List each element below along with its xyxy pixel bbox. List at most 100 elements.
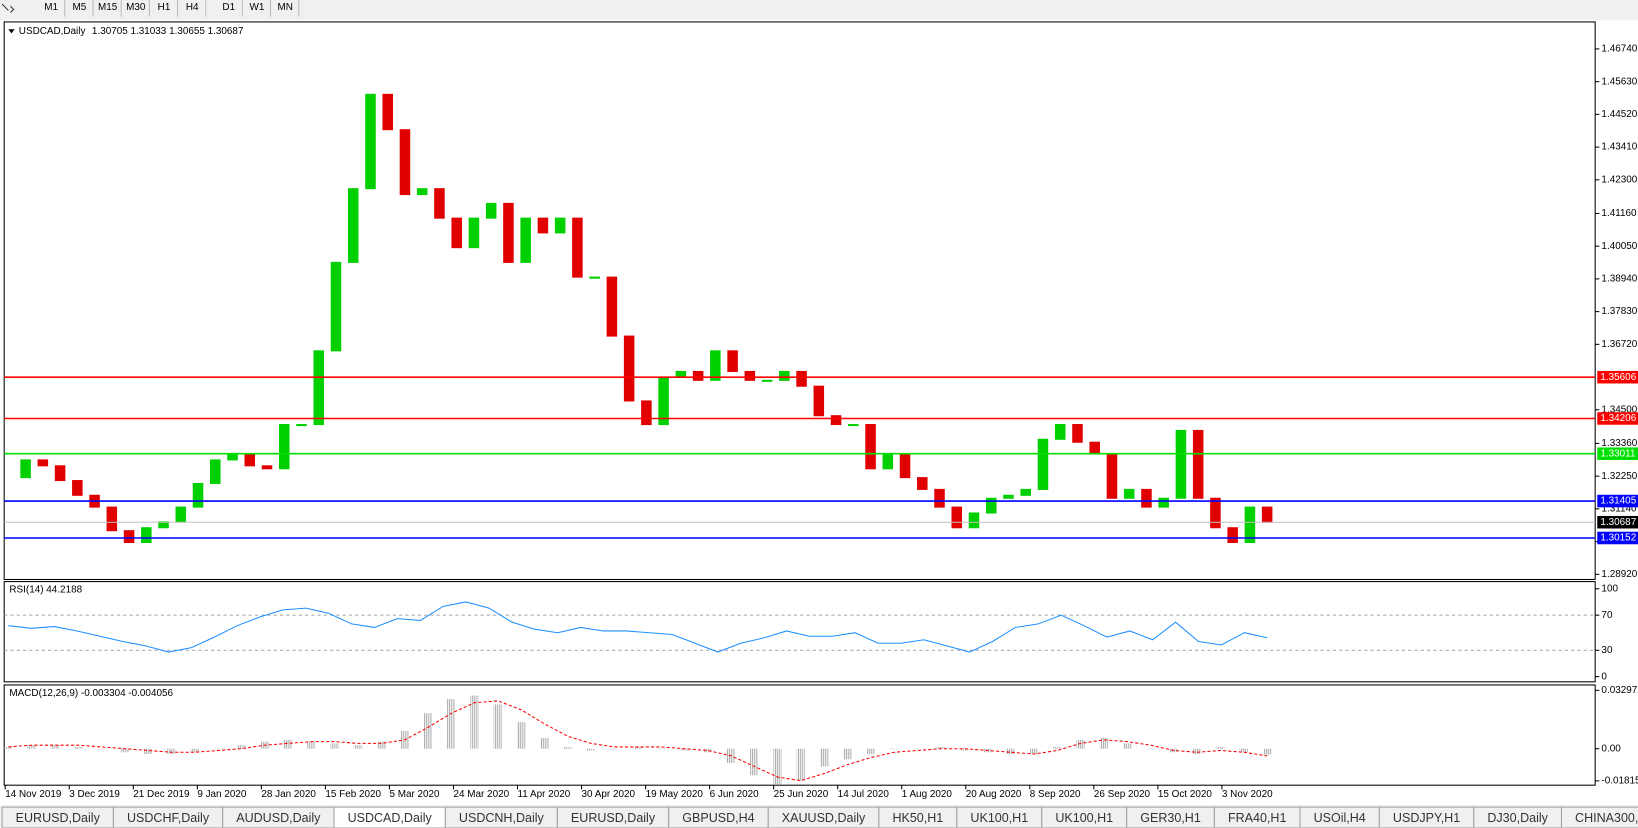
timeframe-button[interactable]: W1 [250,2,265,13]
candle-body [779,370,790,381]
y-tick-label: -0.01815 [1601,775,1638,786]
candle-body [1244,506,1256,544]
timeframe-button[interactable]: M30 [126,2,146,13]
macd-bar [517,722,526,749]
y-tick-label: 1.36720 [1601,339,1637,350]
x-tick-label: 21 Dec 2019 [133,789,190,800]
symbol-tab-label[interactable]: USOil,H4 [1314,811,1366,825]
y-tick-label: 1.32250 [1601,471,1637,482]
x-tick-label: 14 Jul 2020 [838,789,890,800]
y-tick-label: 1.43410 [1601,142,1637,153]
macd-bar [843,748,852,760]
timeframe-button[interactable]: MN [277,2,292,13]
candle-body [710,350,721,381]
symbol-tab-label[interactable]: USDJPY,H1 [1393,811,1460,825]
y-tick-label: 1.38940 [1601,274,1637,285]
symbol-tab-label[interactable]: EURUSD,Daily [16,811,101,825]
y-tick-label: 70 [1601,610,1613,621]
candle-body [330,261,342,352]
x-tick-label: 11 Apr 2020 [518,789,571,800]
timeframe-button[interactable]: H1 [158,2,171,13]
macd-bar [540,738,549,749]
x-tick-label: 5 Mar 2020 [389,789,440,800]
last-price-box [1597,515,1638,529]
candle-body [347,188,359,263]
candle-body [278,424,290,470]
macd-bar [50,745,60,749]
candle-body [985,497,997,514]
toolbar [0,0,1638,20]
macd-bar [213,748,223,750]
macd-bar [353,745,363,749]
level-label-box [1597,494,1638,508]
y-tick-label: 1.33360 [1601,438,1637,449]
y-tick-label: 1.44520 [1601,109,1637,120]
candle-body [451,217,462,249]
x-tick-label: 15 Feb 2020 [325,789,381,800]
symbol-tab-label[interactable]: USDCAD,Daily [348,811,433,825]
symbol-tab-label[interactable]: AUDUSD,Daily [236,811,321,825]
candle-body [1158,497,1169,508]
candle-body [796,370,807,387]
x-tick-label: 19 May 2020 [646,789,704,800]
candle-body [1003,494,1014,499]
macd-bar [97,748,106,750]
symbol-tab-label[interactable]: CHINA300,H1 [1575,811,1638,825]
y-tick-label: 0 [1601,671,1607,682]
last-price-label: 1.30687 [1600,517,1636,528]
macd-bar [773,748,782,785]
collapse-icon[interactable] [8,29,15,34]
candle-body [848,424,859,427]
candle-body [692,370,704,381]
macd-title: MACD(12,26,9) -0.003304 -0.004056 [9,688,173,699]
macd-bar [423,713,433,749]
symbol-tab-label[interactable]: USDCNH,Daily [459,811,545,825]
macd-bar [959,748,969,751]
candle-body [830,415,842,426]
macd-bar [283,739,293,749]
candle-body [572,217,583,278]
macd-bar [796,748,806,781]
symbol-tab-label[interactable]: GER30,H1 [1140,811,1201,825]
y-tick-label: 1.46740 [1601,44,1637,55]
macd-bar [703,748,712,753]
candle-body [968,512,980,529]
timeframe-button[interactable]: M15 [98,2,118,13]
candle-body [520,217,531,263]
level-label: 1.30152 [1600,533,1636,544]
macd-bar [1262,748,1272,755]
candle-body [899,453,911,479]
macd-bar [750,748,759,776]
timeframe-button[interactable]: D1 [222,2,235,13]
candle-body [1072,424,1083,443]
macd-bar [1216,746,1225,749]
macd-bar [493,704,503,749]
timeframe-button[interactable]: M1 [44,2,58,13]
macd-bar [889,748,899,750]
candle-body [1141,488,1152,508]
macd-bar [820,748,829,767]
candle-body [1020,488,1032,496]
symbol-tab-label[interactable]: HK50,H1 [892,811,943,825]
macd-bar [563,746,572,749]
symbol-tab-label[interactable]: FRA40,H1 [1228,811,1286,825]
x-tick-label: 9 Jan 2020 [197,789,247,800]
x-tick-label: 28 Jan 2020 [261,789,316,800]
timeframe-button[interactable]: H4 [186,2,199,13]
macd-bar [74,746,83,749]
symbol-tab-label[interactable]: UK100,H1 [970,811,1028,825]
timeframe-button[interactable]: M5 [73,2,87,13]
symbol-tab-label[interactable]: UK100,H1 [1055,811,1113,825]
symbol-tab-label[interactable]: GBPUSD,H4 [682,811,754,825]
y-tick-label: 100 [1601,583,1618,594]
x-tick-label: 3 Nov 2020 [1222,789,1273,800]
toolbar-icon[interactable] [1,3,15,13]
candle-body [623,335,635,402]
symbol-tab-label[interactable]: XAUUSD,Daily [782,811,866,825]
symbol-tab-label[interactable]: DJ30,Daily [1487,811,1548,825]
candle-body [1175,429,1187,499]
candle-body [1123,488,1135,499]
symbol-tab-label[interactable]: EURUSD,Daily [571,811,656,825]
symbol-tab-label[interactable]: USDCHF,Daily [127,811,210,825]
macd-bar [680,748,689,751]
